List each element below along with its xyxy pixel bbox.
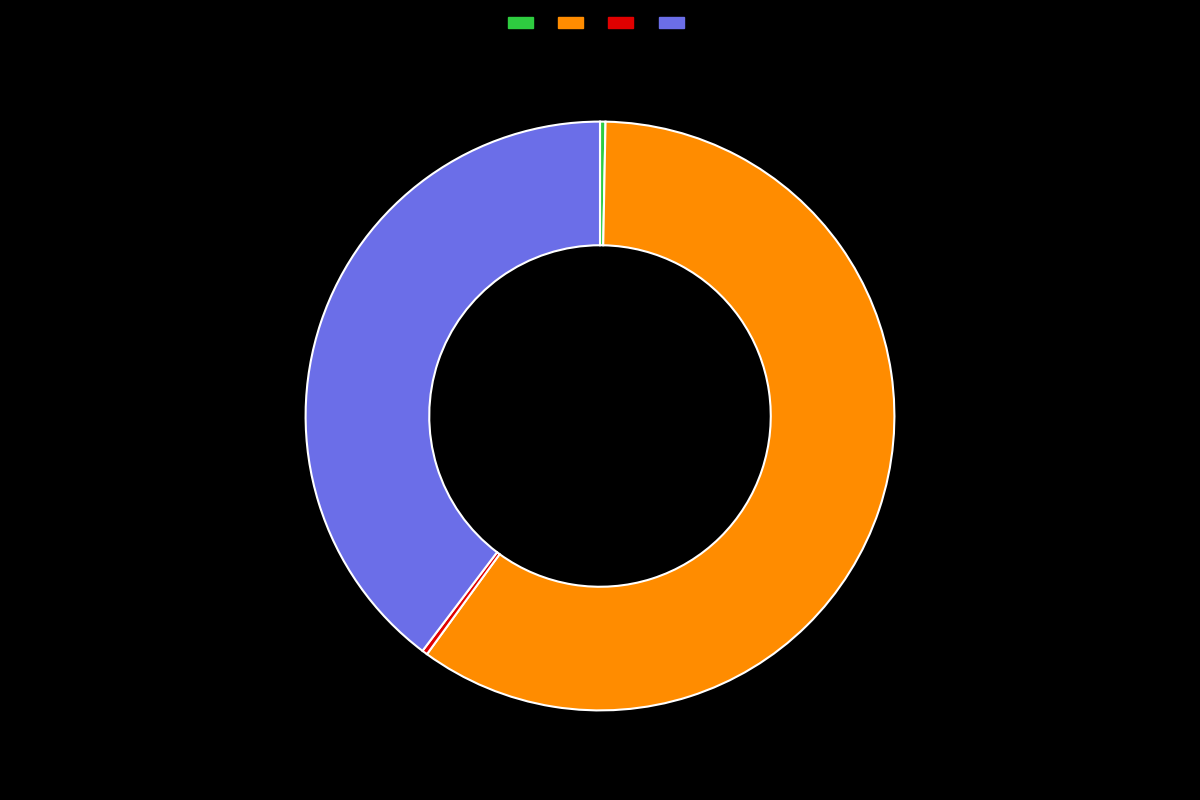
Wedge shape — [306, 122, 600, 651]
Wedge shape — [427, 122, 894, 710]
Wedge shape — [600, 122, 606, 246]
Wedge shape — [422, 552, 499, 654]
Legend:  ,  ,  ,  : , , , — [503, 11, 697, 36]
